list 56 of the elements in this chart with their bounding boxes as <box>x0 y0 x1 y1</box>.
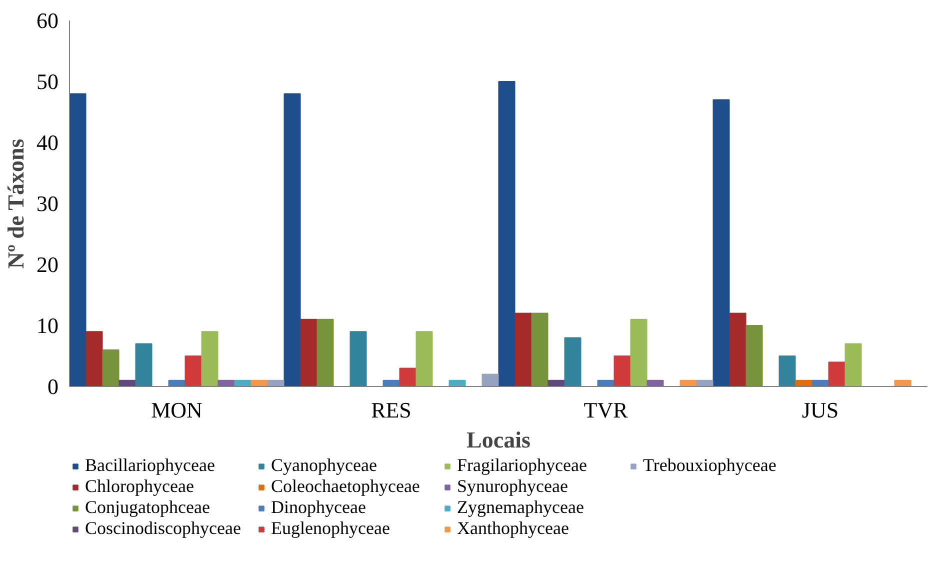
y-tick-label: 40 <box>36 130 58 155</box>
y-tick-label: 20 <box>36 252 58 277</box>
bar <box>746 325 763 386</box>
bar <box>514 312 532 386</box>
bar <box>828 362 846 386</box>
legend-label: Conjugatophceae <box>85 497 211 518</box>
bar <box>614 356 631 386</box>
bar <box>70 93 86 386</box>
x-tick-label: MON <box>151 398 203 422</box>
x-tick-label: RES <box>371 398 412 422</box>
legend-label: Chlorophyceae <box>85 476 195 497</box>
x-tick-label: TVR <box>584 398 628 422</box>
legend-label: Euglenophyceae <box>271 518 391 539</box>
bar <box>300 318 318 386</box>
bar <box>712 99 730 386</box>
bar <box>630 318 648 386</box>
y-axis-title: Nº de Táxons <box>4 138 28 269</box>
bar <box>844 343 862 386</box>
bar <box>350 331 367 386</box>
y-tick-label: 30 <box>36 191 58 216</box>
y-tick-label: 10 <box>36 313 58 338</box>
bar <box>894 380 912 386</box>
legend-label: Synurophyceae <box>457 476 569 497</box>
bar <box>482 374 499 386</box>
legend-label: Coleochaetophyceae <box>271 476 421 497</box>
bar <box>498 81 516 386</box>
bar <box>316 318 334 386</box>
bar <box>448 380 466 386</box>
y-tick-label: 0 <box>48 374 58 399</box>
legend-label: Cyanophyceae <box>271 455 378 476</box>
bar <box>416 331 433 386</box>
bar <box>267 380 284 386</box>
legend-label: Xanthophyceae <box>457 518 570 539</box>
legend-label: Trebouxiophyceae <box>643 455 778 476</box>
legend-label: Bacillariophyceae <box>85 455 216 476</box>
bar <box>696 380 714 386</box>
bar <box>284 93 301 386</box>
bar <box>135 343 152 386</box>
bar <box>646 380 664 386</box>
legend-label: Coscinodiscophyceae <box>85 518 242 539</box>
x-tick-label: JUS <box>802 398 839 422</box>
y-tick-label: 50 <box>36 69 58 94</box>
bar <box>184 356 202 386</box>
bar <box>201 331 218 386</box>
bar <box>86 331 103 386</box>
legend-label: Fragilariophyceae <box>457 455 588 476</box>
bar <box>729 312 746 386</box>
legend-label: Dinophyceae <box>271 497 367 518</box>
bar <box>564 337 582 386</box>
y-tick-label: 60 <box>36 8 58 33</box>
bar <box>531 312 548 386</box>
bar <box>399 368 416 386</box>
bar <box>102 349 120 386</box>
x-axis-title: Locais <box>466 428 530 452</box>
bar <box>778 356 796 386</box>
legend-label: Zygnemaphyceae <box>457 497 585 518</box>
